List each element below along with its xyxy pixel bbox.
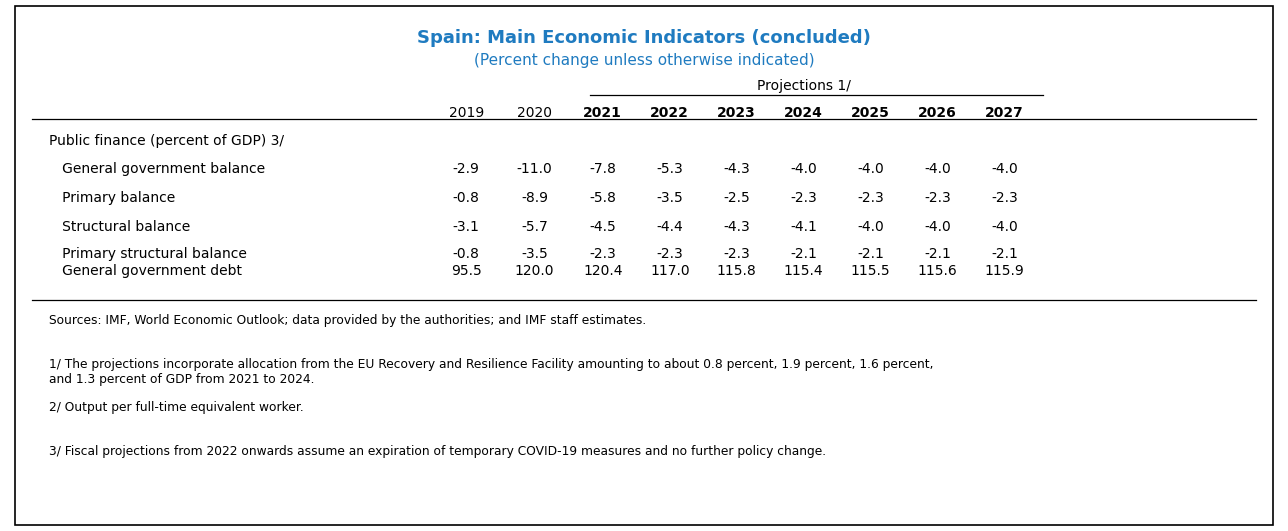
Text: -4.0: -4.0 (925, 162, 951, 176)
Text: General government balance: General government balance (49, 162, 265, 176)
Text: -2.9: -2.9 (453, 162, 479, 176)
Text: -11.0: -11.0 (516, 162, 553, 176)
Text: -3.5: -3.5 (522, 247, 547, 261)
Text: -0.8: -0.8 (453, 191, 479, 205)
Text: -2.1: -2.1 (992, 247, 1018, 261)
Text: 2027: 2027 (985, 106, 1024, 120)
Text: -2.3: -2.3 (925, 191, 951, 205)
Text: -2.1: -2.1 (925, 247, 951, 261)
Text: Public finance (percent of GDP) 3/: Public finance (percent of GDP) 3/ (49, 134, 283, 148)
Text: 115.6: 115.6 (918, 264, 957, 278)
Text: -4.0: -4.0 (858, 220, 884, 234)
Text: -4.0: -4.0 (791, 162, 817, 176)
Text: -2.3: -2.3 (858, 191, 884, 205)
Text: -5.7: -5.7 (522, 220, 547, 234)
Text: 120.4: 120.4 (583, 264, 622, 278)
Text: Structural balance: Structural balance (49, 220, 191, 234)
Text: -4.0: -4.0 (858, 162, 884, 176)
Text: 2023: 2023 (717, 106, 756, 120)
Text: 115.4: 115.4 (784, 264, 823, 278)
Text: -4.4: -4.4 (657, 220, 683, 234)
Text: -2.3: -2.3 (657, 247, 683, 261)
Text: 120.0: 120.0 (515, 264, 554, 278)
Text: 2/ Output per full-time equivalent worker.: 2/ Output per full-time equivalent worke… (49, 401, 304, 414)
Text: -2.3: -2.3 (590, 247, 616, 261)
Text: 1/ The projections incorporate allocation from the EU Recovery and Resilience Fa: 1/ The projections incorporate allocatio… (49, 358, 934, 386)
Text: 2021: 2021 (583, 106, 622, 120)
Text: 2019: 2019 (448, 106, 484, 120)
Text: 2022: 2022 (650, 106, 689, 120)
Text: 95.5: 95.5 (451, 264, 482, 278)
Text: -2.3: -2.3 (791, 191, 817, 205)
Text: -8.9: -8.9 (522, 191, 547, 205)
Text: -2.1: -2.1 (791, 247, 817, 261)
Text: -4.0: -4.0 (925, 220, 951, 234)
Text: -7.8: -7.8 (590, 162, 616, 176)
Text: 2020: 2020 (516, 106, 553, 120)
Text: -5.3: -5.3 (657, 162, 683, 176)
Text: -2.5: -2.5 (724, 191, 750, 205)
Text: -3.5: -3.5 (657, 191, 683, 205)
Text: -5.8: -5.8 (590, 191, 616, 205)
Text: -2.3: -2.3 (992, 191, 1018, 205)
Text: -2.3: -2.3 (724, 247, 750, 261)
Text: Primary structural balance: Primary structural balance (49, 247, 247, 261)
Text: Sources: IMF, World Economic Outlook; data provided by the authorities; and IMF : Sources: IMF, World Economic Outlook; da… (49, 314, 647, 327)
Text: 115.9: 115.9 (985, 264, 1024, 278)
Text: -2.1: -2.1 (858, 247, 884, 261)
Text: (Percent change unless otherwise indicated): (Percent change unless otherwise indicat… (474, 53, 814, 68)
Text: 2026: 2026 (918, 106, 957, 120)
Text: 115.8: 115.8 (717, 264, 756, 278)
Text: -4.0: -4.0 (992, 220, 1018, 234)
Text: 115.5: 115.5 (851, 264, 890, 278)
Text: -3.1: -3.1 (453, 220, 479, 234)
Text: 3/ Fiscal projections from 2022 onwards assume an expiration of temporary COVID-: 3/ Fiscal projections from 2022 onwards … (49, 445, 826, 458)
Text: Spain: Main Economic Indicators (concluded): Spain: Main Economic Indicators (conclud… (417, 29, 871, 47)
Text: Projections 1/: Projections 1/ (757, 79, 850, 92)
Text: -4.3: -4.3 (724, 220, 750, 234)
Text: -4.1: -4.1 (791, 220, 817, 234)
Text: Primary balance: Primary balance (49, 191, 175, 205)
Text: 117.0: 117.0 (650, 264, 689, 278)
Text: -4.0: -4.0 (992, 162, 1018, 176)
Text: -0.8: -0.8 (453, 247, 479, 261)
Text: General government debt: General government debt (49, 264, 242, 278)
Text: -4.5: -4.5 (590, 220, 616, 234)
Text: 2025: 2025 (851, 106, 890, 120)
Text: 2024: 2024 (784, 106, 823, 120)
Text: -4.3: -4.3 (724, 162, 750, 176)
